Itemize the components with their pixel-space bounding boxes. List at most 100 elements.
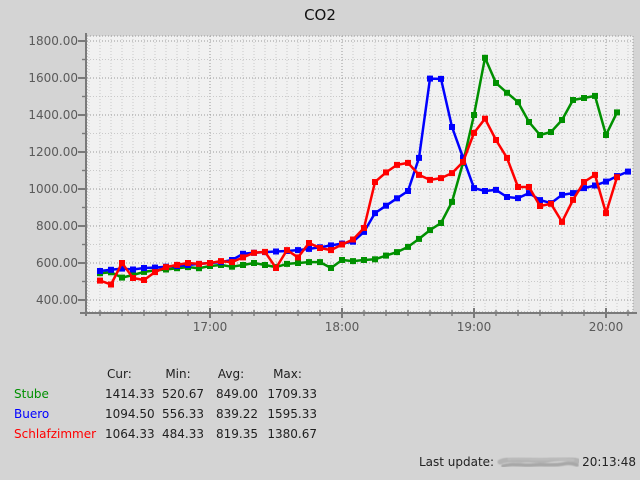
data-point-marker bbox=[207, 260, 213, 266]
legend-row-label: Buero bbox=[14, 407, 50, 421]
data-point-marker bbox=[317, 259, 323, 266]
data-point-marker bbox=[339, 241, 345, 248]
data-point-marker bbox=[427, 176, 433, 183]
data-point-marker bbox=[273, 265, 279, 271]
legend-col-min: Min: bbox=[165, 367, 191, 381]
legend-value: 556.33 bbox=[162, 407, 204, 421]
legend-value: 819.35 bbox=[216, 427, 258, 441]
data-point-marker bbox=[405, 243, 411, 250]
y-tick-label: 1200.00 bbox=[28, 145, 78, 159]
data-point-marker bbox=[559, 218, 565, 225]
data-point-marker bbox=[504, 194, 510, 200]
y-tick-label: 800.00 bbox=[36, 219, 78, 233]
data-point-marker bbox=[581, 95, 587, 101]
data-point-marker bbox=[526, 119, 532, 125]
data-point-marker bbox=[614, 109, 620, 116]
data-point-marker bbox=[361, 225, 367, 231]
data-point-marker bbox=[251, 249, 257, 256]
data-point-marker bbox=[460, 159, 466, 165]
data-point-marker bbox=[383, 252, 389, 259]
data-point-marker bbox=[394, 195, 400, 202]
y-tick-label: 1400.00 bbox=[28, 108, 78, 122]
data-point-marker bbox=[548, 129, 554, 135]
data-point-marker bbox=[119, 274, 125, 281]
data-point-marker bbox=[592, 92, 598, 99]
legend-row-label: Stube bbox=[14, 387, 49, 401]
data-point-marker bbox=[328, 265, 334, 271]
data-point-marker bbox=[515, 184, 521, 190]
data-point-marker bbox=[394, 161, 400, 168]
data-point-marker bbox=[460, 154, 466, 161]
legend-table: Cur: Min: Avg: Max: Stube 1414.33 520.67… bbox=[14, 364, 317, 444]
data-point-marker bbox=[295, 260, 301, 266]
data-point-marker bbox=[251, 260, 257, 266]
data-point-marker bbox=[482, 115, 488, 122]
data-point-marker bbox=[174, 261, 180, 268]
data-point-marker bbox=[262, 262, 268, 268]
data-point-marker bbox=[416, 154, 422, 161]
data-point-marker bbox=[438, 75, 444, 82]
legend-value: 1094.50 bbox=[105, 407, 155, 421]
data-point-marker bbox=[119, 260, 125, 266]
data-point-marker bbox=[152, 269, 158, 276]
data-point-marker bbox=[603, 132, 609, 138]
x-tick-label: 19:00 bbox=[457, 320, 492, 334]
legend-col-max: Max: bbox=[273, 367, 302, 381]
data-point-marker bbox=[471, 185, 477, 192]
legend-value: 839.22 bbox=[216, 407, 258, 421]
data-point-marker bbox=[328, 242, 334, 249]
data-point-marker bbox=[196, 260, 202, 267]
data-point-marker bbox=[559, 117, 565, 123]
legend-value: 1709.33 bbox=[267, 387, 317, 401]
data-point-marker bbox=[537, 203, 543, 209]
data-point-marker bbox=[361, 228, 367, 235]
data-point-marker bbox=[119, 265, 125, 272]
y-tick-label: 600.00 bbox=[36, 256, 78, 270]
data-point-marker bbox=[570, 190, 576, 197]
data-point-marker bbox=[526, 184, 532, 190]
data-point-marker bbox=[515, 195, 521, 202]
data-point-marker bbox=[306, 245, 312, 252]
data-point-marker bbox=[493, 80, 499, 86]
data-point-marker bbox=[141, 268, 147, 275]
y-tick-label: 1600.00 bbox=[28, 71, 78, 85]
x-tick-label: 17:00 bbox=[193, 320, 228, 334]
data-point-marker bbox=[240, 254, 246, 261]
data-point-marker bbox=[427, 75, 433, 82]
data-point-marker bbox=[449, 124, 455, 130]
data-point-marker bbox=[372, 256, 378, 263]
data-point-marker bbox=[471, 129, 477, 136]
data-point-marker bbox=[581, 179, 587, 185]
legend-value: 849.00 bbox=[216, 387, 258, 401]
legend-value: 1595.33 bbox=[267, 407, 317, 421]
data-point-marker bbox=[317, 245, 323, 251]
legend-value: 484.33 bbox=[162, 427, 204, 441]
data-point-marker bbox=[449, 170, 455, 177]
data-point-marker bbox=[570, 196, 576, 203]
data-point-marker bbox=[339, 257, 345, 263]
legend-corner-cell bbox=[14, 364, 105, 384]
data-point-marker bbox=[493, 137, 499, 143]
data-point-marker bbox=[163, 264, 169, 271]
data-point-marker bbox=[361, 257, 367, 263]
legend-row-label: Schlafzimmer bbox=[14, 427, 97, 441]
data-point-marker bbox=[218, 258, 224, 265]
data-point-marker bbox=[526, 190, 532, 197]
data-point-marker bbox=[262, 248, 268, 255]
data-point-marker bbox=[482, 188, 488, 194]
data-point-marker bbox=[438, 220, 444, 226]
data-point-marker bbox=[570, 97, 576, 103]
legend-value: 1414.33 bbox=[105, 387, 155, 401]
data-point-marker bbox=[405, 188, 411, 194]
data-point-marker bbox=[449, 198, 455, 205]
data-point-marker bbox=[295, 247, 301, 254]
legend-col-cur: Cur: bbox=[107, 367, 132, 381]
data-point-marker bbox=[284, 260, 290, 267]
x-tick-label: 20:00 bbox=[589, 320, 624, 334]
data-point-marker bbox=[383, 169, 389, 176]
axes bbox=[78, 33, 637, 318]
data-point-marker bbox=[108, 266, 114, 273]
legend-col-avg: Avg: bbox=[217, 367, 245, 381]
data-point-marker bbox=[185, 260, 191, 266]
data-point-marker bbox=[515, 99, 521, 106]
